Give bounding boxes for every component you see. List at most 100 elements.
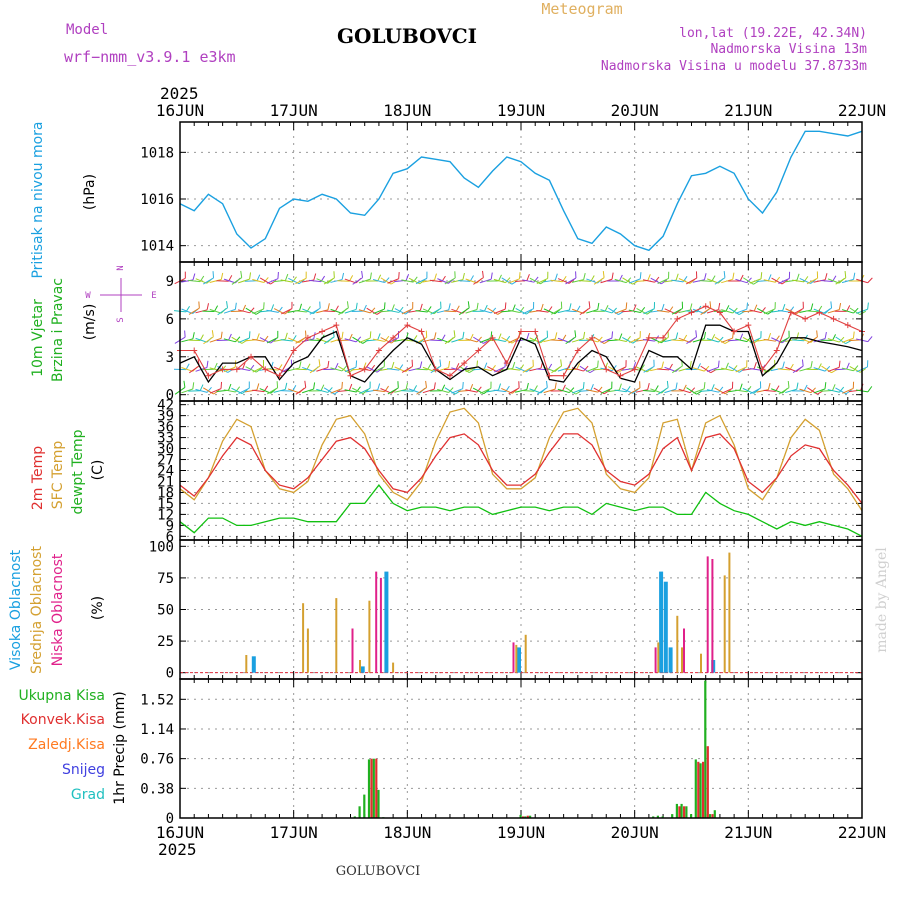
wind-barb xyxy=(202,387,220,395)
wind-barb xyxy=(799,361,813,372)
wind-barb-staff xyxy=(373,308,385,315)
wind-barb-flag xyxy=(611,307,617,314)
wind-barb xyxy=(287,337,305,344)
wind-barb-flag xyxy=(562,384,566,392)
wind-barb xyxy=(173,363,190,371)
wind-barb-flag xyxy=(376,367,383,373)
wind-barb-staff xyxy=(813,367,826,372)
wind-barb xyxy=(479,331,493,343)
wind-barb xyxy=(622,277,639,285)
wind-barb-staff xyxy=(507,309,520,313)
wind-barb xyxy=(614,360,627,373)
wind-barb-staff xyxy=(536,368,549,371)
y-tick-label: 0 xyxy=(166,666,174,682)
cloud-bar xyxy=(384,571,389,673)
precip-bar xyxy=(358,806,361,818)
wind-barb xyxy=(308,384,325,392)
wind-barb-staff xyxy=(537,387,548,395)
wind-barb-flag xyxy=(398,272,400,279)
wind-barb-flag xyxy=(249,307,255,314)
wind-barb xyxy=(465,302,479,314)
wind-barb-flag xyxy=(498,274,502,282)
wind-barb xyxy=(252,277,269,283)
wind-barb xyxy=(856,277,873,284)
wind-barb-staff xyxy=(728,307,740,315)
wind-barb-staff xyxy=(721,309,733,314)
wind-barb-staff xyxy=(451,308,463,314)
wind-gust-marker xyxy=(844,322,851,329)
precip-bar xyxy=(680,803,683,818)
wind-barb-flag xyxy=(618,333,623,341)
wind-barb-flag xyxy=(333,271,335,278)
wind-barb-staff xyxy=(699,280,712,282)
wind-barb-staff xyxy=(806,277,818,285)
wind-barb-staff xyxy=(522,390,535,392)
wind-barb-staff xyxy=(280,390,293,392)
wind-barb-flag xyxy=(546,330,549,338)
wind-barb-staff xyxy=(330,279,343,283)
day-label-bottom: 22JUN xyxy=(838,823,886,842)
wind-barb-staff xyxy=(735,338,748,343)
wind-barb-staff xyxy=(387,309,400,313)
wind-barb xyxy=(792,384,808,392)
wind-barb xyxy=(657,271,670,284)
wind-barb-staff xyxy=(358,309,371,314)
wind-barb xyxy=(614,335,631,343)
wind-barb xyxy=(579,301,591,316)
wind-barb-flag xyxy=(703,331,707,339)
wind-barb-flag xyxy=(832,334,836,341)
wind-barb-staff xyxy=(813,388,826,394)
wind-gust-marker xyxy=(546,372,553,379)
wind-barb-staff xyxy=(515,389,527,393)
wind-barb-staff xyxy=(643,308,655,315)
wind-barb-flag xyxy=(782,361,785,369)
wind-barb-flag xyxy=(192,382,195,390)
wind-barb-flag xyxy=(419,279,426,285)
wind-barb-flag xyxy=(796,382,799,390)
wind-barb-flag xyxy=(412,301,414,309)
wind-barb-flag xyxy=(512,361,516,369)
y-tick-label: 1016 xyxy=(140,192,174,208)
wind-barb-staff xyxy=(571,308,584,314)
wind-barb-staff xyxy=(302,366,314,372)
wind-barb-flag xyxy=(211,330,214,337)
wind-barb-staff xyxy=(593,277,605,285)
wind-barb xyxy=(451,272,465,283)
wind-barb xyxy=(472,304,488,312)
wind-barb-staff xyxy=(295,387,307,395)
wind-barb-flag xyxy=(846,362,850,370)
wind-barb-staff xyxy=(763,279,776,283)
wind-barb-staff xyxy=(408,388,421,394)
wind-barb-flag xyxy=(853,272,856,280)
wind-barb-staff xyxy=(338,307,349,316)
wind-barb-flag xyxy=(405,309,412,315)
wind-barb xyxy=(508,272,521,284)
wind-barb xyxy=(273,382,288,393)
wind-barb-staff xyxy=(614,366,627,373)
wind-barb xyxy=(436,387,454,393)
wind-barb-flag xyxy=(256,383,260,391)
wind-barb xyxy=(813,273,828,283)
wind-barb-flag xyxy=(703,365,710,372)
wind-barb xyxy=(244,274,261,282)
wind-barb-staff xyxy=(785,388,797,394)
wind-barb-flag xyxy=(583,365,589,372)
wind-barb xyxy=(735,360,748,373)
wind-barb-flag xyxy=(198,301,200,309)
wind-barb xyxy=(813,382,827,394)
wind-barb-staff xyxy=(721,387,733,394)
cloud-bar xyxy=(245,655,248,673)
wind-barb-staff xyxy=(330,308,343,314)
wind-barb-flag xyxy=(226,301,229,308)
wind-barb-staff xyxy=(827,278,840,284)
wind-barb xyxy=(209,381,223,394)
wind-barb-staff xyxy=(565,387,577,395)
precip-bar xyxy=(524,816,527,818)
wind-barb xyxy=(749,381,762,395)
wind-gust-marker xyxy=(532,328,539,335)
wind-barb-staff xyxy=(223,308,236,314)
wind-barb-staff xyxy=(692,279,705,283)
wind-barb-staff xyxy=(323,336,335,345)
wind-barb xyxy=(309,301,321,315)
wind-barb-staff xyxy=(749,278,762,284)
